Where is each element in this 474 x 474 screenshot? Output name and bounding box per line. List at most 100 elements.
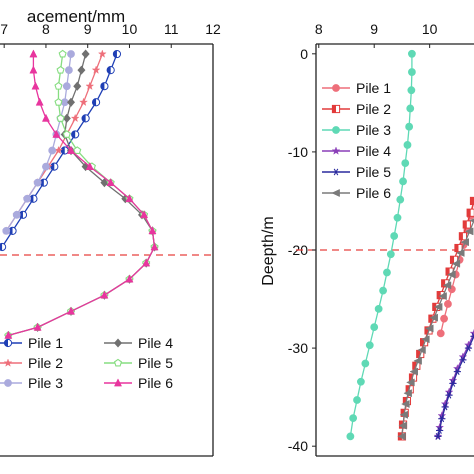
r-point-pile-6 (421, 335, 430, 344)
r-point-pile-3 (346, 432, 355, 441)
l-legend-label: Pile 1 (28, 335, 63, 351)
l-x-tick-label: 8 (42, 21, 50, 37)
r-point-pile-2 (458, 232, 468, 241)
r-legend-marker (332, 126, 340, 134)
r-point-pile-5 (459, 356, 467, 364)
l-point-pile-1 (18, 210, 28, 219)
left-legend: Pile 1 Pile 2 Pile 3 Pile 4 Pile 5 Pile 6 (0, 335, 173, 391)
l-point-pile-3 (23, 194, 32, 203)
l-point-pile-2 (91, 65, 101, 74)
r-point-pile-3 (361, 359, 370, 368)
l-point-pile-1 (71, 130, 80, 139)
r-point-pile-1 (440, 314, 448, 323)
r-point-pile-1 (436, 329, 445, 338)
r-point-pile-5 (436, 427, 444, 434)
l-point-pile-4 (67, 97, 75, 107)
r-legend-marker (331, 104, 341, 114)
l-legend-marker (114, 338, 122, 348)
r-legend-marker (332, 168, 340, 176)
r-x-tick-label: 9 (370, 21, 378, 37)
l-legend-label: Pile 5 (138, 355, 173, 371)
l-legend-marker (3, 338, 13, 348)
r-point-pile-3 (390, 232, 399, 240)
r-point-pile-3 (405, 122, 414, 131)
r-legend-label: Pile 3 (356, 122, 391, 138)
l-point-pile-3 (67, 50, 75, 58)
r-y-tick-label: -10 (288, 144, 308, 160)
l-legend-item-pile-1: Pile 1 (0, 335, 63, 351)
l-point-pile-5 (56, 65, 65, 74)
l-legend-item-pile-2: Pile 2 (0, 355, 63, 371)
l-point-pile-1 (81, 114, 90, 123)
r-point-pile-5 (470, 332, 474, 340)
l-point-pile-3 (2, 227, 11, 235)
r-point-pile-3 (408, 49, 416, 58)
r-point-pile-2 (469, 196, 474, 206)
r-legend-label: Pile 2 (356, 101, 391, 117)
r-legend-label: Pile 4 (356, 143, 391, 159)
l-point-pile-5 (73, 146, 82, 154)
l-x-tick-label: 7 (0, 21, 8, 37)
r-point-pile-3 (399, 177, 407, 186)
r-x-tick-label: 10 (422, 21, 438, 37)
l-series-pile-4 (4, 49, 159, 340)
r-legend-marker (331, 146, 341, 155)
l-point-pile-6 (85, 161, 94, 170)
r-point-pile-3 (374, 304, 383, 313)
l-point-pile-4 (73, 81, 82, 91)
l-x-tick-label: 12 (205, 21, 221, 37)
r-legend-item-pile-4: Pile 4 (322, 143, 391, 159)
l-point-pile-1 (50, 162, 59, 171)
r-series-pile-3 (346, 49, 416, 441)
l-point-pile-1 (106, 66, 115, 75)
r-point-pile-3 (353, 396, 361, 404)
l-point-pile-6 (29, 49, 38, 58)
r-point-pile-6 (401, 400, 410, 409)
r-series-pile-6 (397, 218, 474, 441)
l-point-pile-5 (56, 114, 65, 122)
r-point-pile-6 (403, 389, 412, 398)
l-legend-label: Pile 6 (138, 375, 173, 391)
r-legend-label: Pile 6 (356, 185, 391, 201)
l-point-pile-1 (100, 82, 109, 91)
right-frame (312, 43, 474, 457)
l-point-pile-6 (142, 258, 151, 267)
r-point-pile-6 (397, 432, 406, 441)
r-y-tick-label: 0 (300, 46, 308, 62)
l-point-pile-6 (148, 226, 157, 235)
r-point-pile-5 (445, 391, 453, 399)
r-series-pile-5 (434, 332, 474, 440)
l-legend-marker (3, 358, 13, 367)
r-point-pile-5 (438, 415, 446, 423)
l-point-pile-6 (140, 210, 149, 219)
l-legend-label: Pile 3 (28, 375, 63, 391)
r-point-pile-6 (417, 346, 426, 355)
l-point-pile-1 (112, 49, 122, 59)
r-point-pile-3 (357, 377, 365, 386)
l-point-pile-3 (42, 162, 50, 171)
l-legend-item-pile-5: Pile 5 (104, 355, 173, 371)
r-line-pile-3 (349, 53, 413, 437)
r-point-pile-3 (408, 68, 416, 76)
l-line-pile-3 (5, 53, 72, 232)
l-point-pile-6 (66, 145, 76, 154)
r-point-pile-6 (406, 378, 415, 387)
r-legend-item-pile-6: Pile 6 (322, 185, 391, 201)
r-point-pile-2 (466, 208, 474, 217)
l-point-pile-3 (33, 178, 42, 187)
right-legend: Pile 1 Pile 2 Pile 3 Pile 4 Pile 5 Pile 6 (322, 80, 391, 201)
r-point-pile-3 (406, 104, 415, 113)
l-point-pile-6 (125, 194, 134, 203)
l-point-pile-5 (62, 130, 71, 138)
r-legend-item-pile-5: Pile 5 (322, 164, 391, 180)
l-legend-item-pile-4: Pile 4 (104, 335, 173, 351)
l-point-pile-3 (12, 210, 21, 219)
l-point-pile-4 (62, 113, 71, 123)
l-point-pile-2 (79, 97, 88, 107)
l-legend-label: Pile 2 (28, 355, 63, 371)
r-point-pile-6 (399, 410, 408, 419)
l-point-pile-2 (85, 81, 95, 90)
